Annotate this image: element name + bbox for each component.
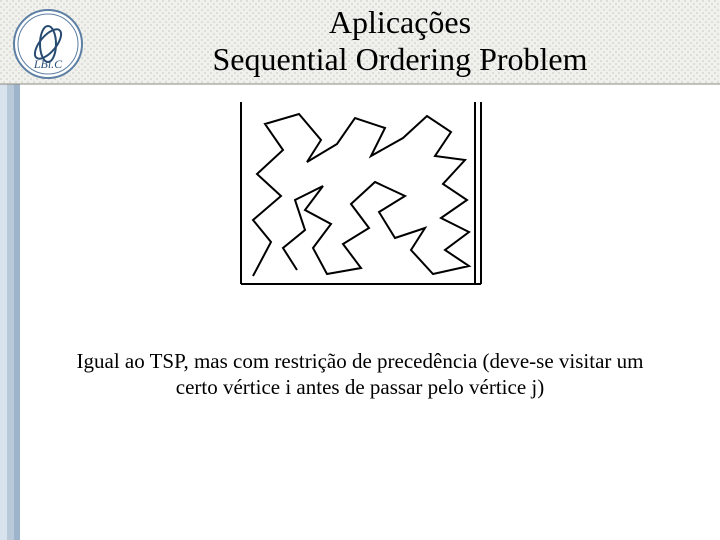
sop-figure-svg [235, 100, 485, 290]
sop-figure [235, 100, 485, 290]
title-line-1: Aplicações [100, 4, 700, 41]
logo-svg: LBi.C [12, 8, 84, 80]
body-text: Igual ao TSP, mas com restrição de prece… [60, 348, 660, 401]
slide: LBi.C Aplicações Sequential Ordering Pro… [0, 0, 720, 540]
title-block: Aplicações Sequential Ordering Problem [100, 4, 700, 78]
logo: LBi.C [12, 8, 84, 80]
logo-text: LBi.C [33, 57, 63, 71]
title-line-2: Sequential Ordering Problem [100, 41, 700, 78]
